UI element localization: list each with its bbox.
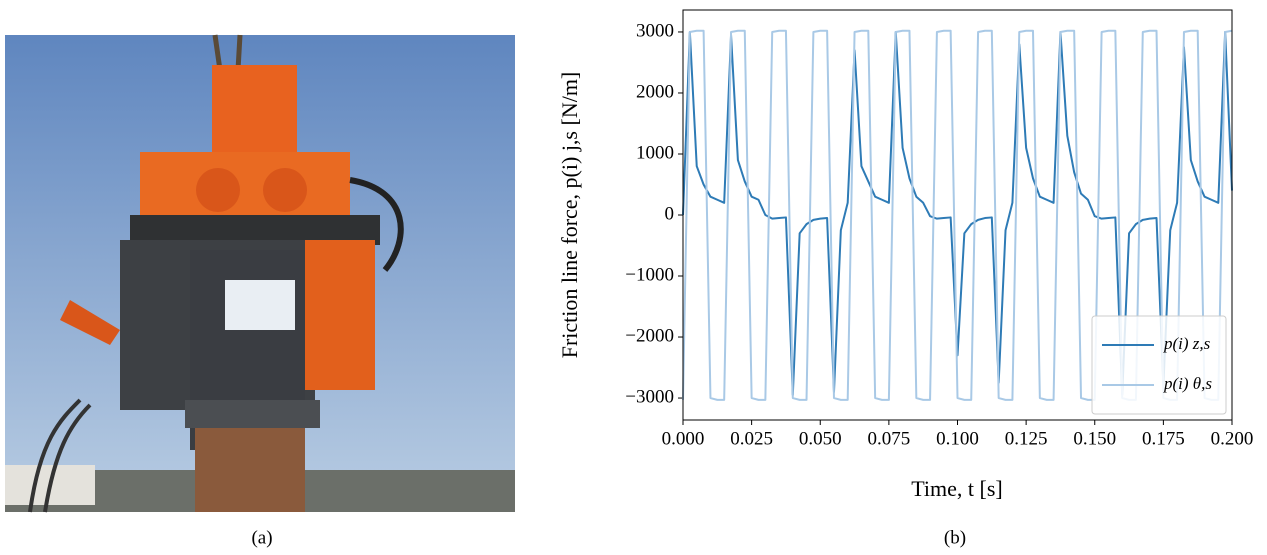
y-tick-label: −1000 (625, 264, 674, 285)
series-line (682, 29, 1233, 401)
caption: (a) (251, 527, 272, 548)
legend-box (1091, 315, 1227, 415)
axes-frame (682, 9, 1233, 421)
x-tick-label: 0.125 (1005, 428, 1048, 449)
legend-label: p(i) z,s (1163, 334, 1211, 353)
y-tick-label: −2000 (625, 325, 674, 346)
x-axis-label: Time, t [s] (911, 476, 1002, 501)
x-tick-label: 0.025 (730, 428, 773, 449)
x-tick-label: 0.000 (662, 428, 705, 449)
y-tick-label: −3000 (625, 386, 674, 407)
x-tick-label: 0.150 (1073, 428, 1116, 449)
caption: (b) (944, 527, 966, 548)
legend-label: p(i) θ,s (1163, 374, 1212, 393)
y-tick-label: 3000 (636, 20, 674, 41)
x-tick-label: 0.100 (936, 428, 979, 449)
x-tick-label: 0.200 (1211, 428, 1254, 449)
y-axis-label: Friction line force, p(i) j,s [N/m] (557, 72, 582, 359)
y-tick-label: 1000 (636, 142, 674, 163)
x-tick-label: 0.075 (868, 428, 911, 449)
y-tick-label: 0 (665, 203, 675, 224)
x-tick-label: 0.050 (799, 428, 842, 449)
x-tick-label: 0.175 (1142, 428, 1185, 449)
photo (5, 34, 515, 513)
plot-area: −3000 −2000 −1000 0 1000 2000 3000 0.000 0.025 0.… (625, 9, 1254, 449)
y-tick-label: 2000 (636, 81, 674, 102)
